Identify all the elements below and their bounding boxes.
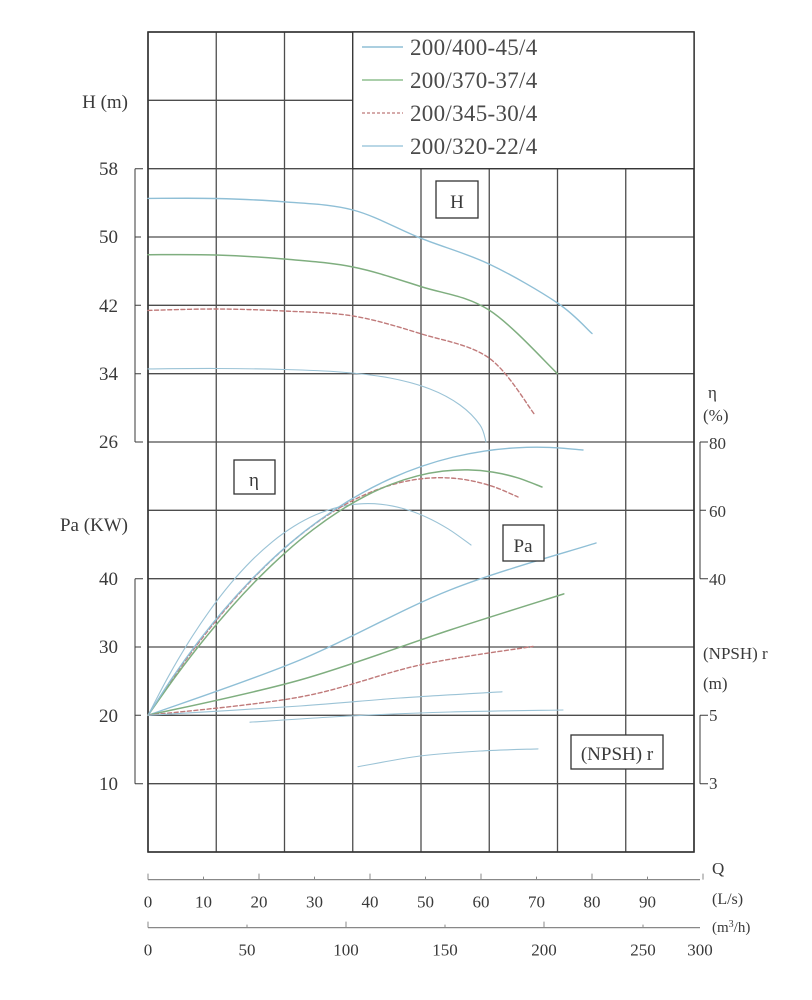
svg-text:150: 150 (432, 941, 458, 960)
svg-text:200/320-22/4: 200/320-22/4 (410, 134, 538, 159)
svg-text:10: 10 (195, 893, 212, 912)
svg-text:250: 250 (630, 941, 656, 960)
svg-text:100: 100 (333, 941, 359, 960)
svg-text:26: 26 (99, 432, 118, 453)
svg-text:3: 3 (709, 774, 718, 793)
svg-text:40: 40 (709, 570, 726, 589)
svg-text:(L/s): (L/s) (712, 891, 743, 908)
svg-text:300: 300 (687, 941, 713, 960)
svg-text:H (m): H (m) (82, 92, 128, 113)
svg-text:Q: Q (712, 859, 724, 878)
svg-text:30: 30 (306, 893, 323, 912)
svg-text:80: 80 (709, 434, 726, 453)
svg-text:(m): (m) (703, 674, 728, 693)
svg-text:5: 5 (709, 706, 718, 725)
svg-text:40: 40 (99, 569, 118, 590)
svg-text:η: η (708, 383, 717, 402)
svg-text:0: 0 (144, 941, 153, 960)
svg-text:20: 20 (251, 893, 268, 912)
svg-text:Pa: Pa (514, 536, 534, 557)
svg-text:(%): (%) (703, 406, 728, 425)
svg-text:60: 60 (709, 502, 726, 521)
svg-text:200/400-45/4: 200/400-45/4 (410, 35, 538, 60)
svg-text:42: 42 (99, 296, 118, 317)
svg-text:80: 80 (584, 893, 601, 912)
svg-text:50: 50 (99, 227, 118, 248)
svg-text:10: 10 (99, 774, 118, 795)
svg-text:60: 60 (473, 893, 490, 912)
svg-text:H: H (450, 192, 464, 213)
svg-text:Pa (KW): Pa (KW) (60, 515, 128, 536)
svg-text:η: η (249, 470, 259, 491)
svg-text:(NPSH) r: (NPSH) r (703, 644, 768, 663)
svg-text:200/345-30/4: 200/345-30/4 (410, 101, 538, 126)
svg-text:90: 90 (639, 893, 656, 912)
svg-text:34: 34 (99, 364, 119, 385)
svg-text:20: 20 (99, 706, 118, 727)
svg-text:50: 50 (417, 893, 434, 912)
svg-text:30: 30 (99, 637, 118, 658)
svg-text:200: 200 (531, 941, 557, 960)
svg-text:200/370-37/4: 200/370-37/4 (410, 68, 538, 93)
svg-text:(NPSH) r: (NPSH) r (581, 744, 654, 765)
svg-text:0: 0 (144, 893, 153, 912)
svg-text:58: 58 (99, 159, 118, 180)
svg-text:70: 70 (528, 893, 545, 912)
svg-text:50: 50 (239, 941, 256, 960)
svg-text:40: 40 (362, 893, 379, 912)
